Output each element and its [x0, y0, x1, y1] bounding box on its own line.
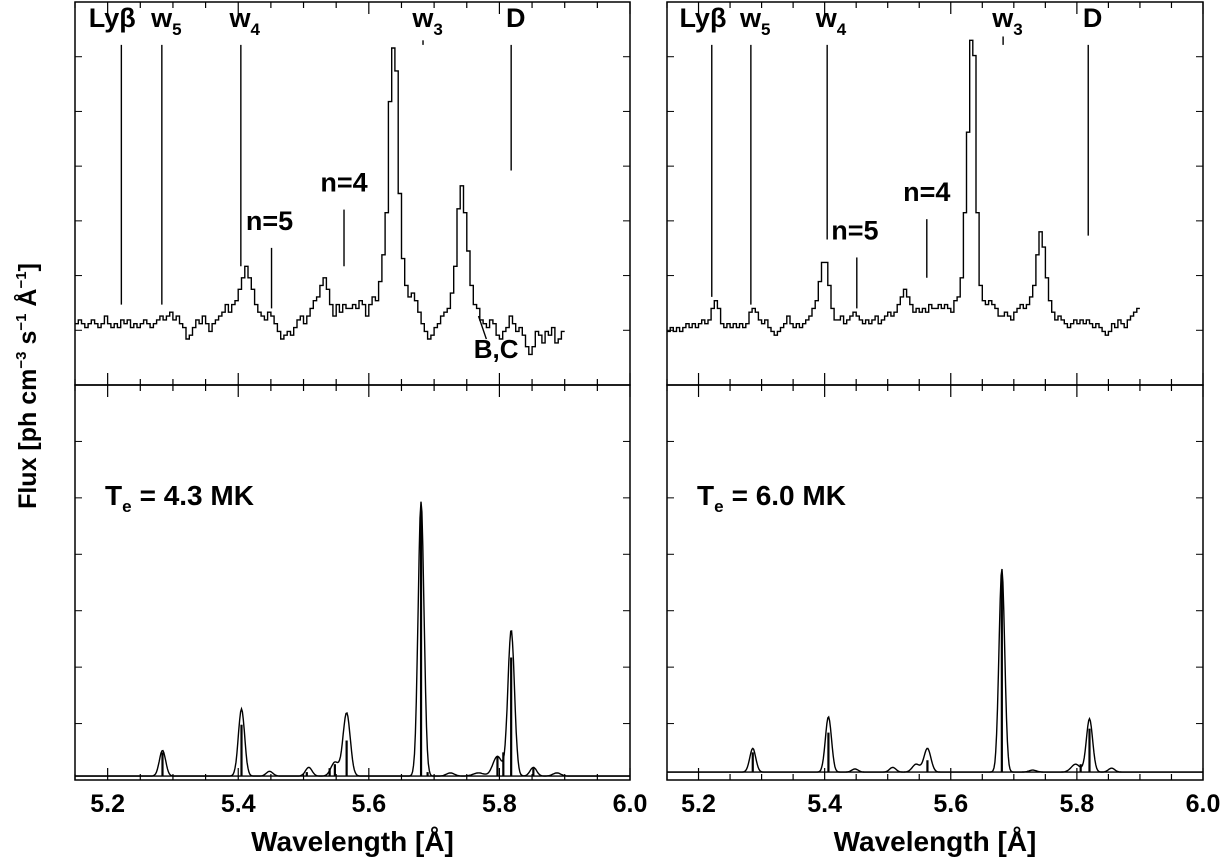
- line-id-text: n=4: [320, 168, 367, 198]
- temperature-value: = 6.0 MK: [732, 480, 846, 511]
- line-id-label: w5: [739, 3, 770, 39]
- line-id-text: n=5: [246, 206, 293, 236]
- model-spectrum-envelope: [667, 568, 1203, 773]
- line-id-text: n=4: [903, 177, 950, 207]
- line-id-label: n=4: [903, 177, 950, 207]
- y-axis-label-part: ]: [14, 263, 42, 271]
- x-tick-label: 5.4: [807, 790, 842, 818]
- line-id-subscript: 5: [172, 20, 181, 39]
- line-id-label: w4: [815, 3, 847, 39]
- y-axis-label-part: −3: [13, 352, 30, 369]
- line-id-text: w: [229, 3, 252, 33]
- temperature-symbol: T: [697, 480, 714, 511]
- model-spectrum-envelope: [75, 501, 630, 777]
- line-id-text: n=5: [831, 215, 878, 245]
- temperature-subscript: e: [122, 497, 131, 516]
- x-tick-label: 5.6: [933, 790, 968, 818]
- temperature-value: = 4.3 MK: [140, 480, 254, 511]
- annotation-pointer: [477, 315, 488, 340]
- x-tick-label: 6.0: [613, 790, 648, 818]
- line-id-label: n=4: [320, 168, 367, 198]
- line-id-label: w3: [991, 3, 1022, 39]
- y-axis-label-part: −1: [13, 314, 30, 331]
- line-id-label: Lyβ: [89, 3, 136, 33]
- line-id-text: w: [991, 3, 1014, 33]
- y-axis-label: Flux [ph cm−3 s−1 Å−1]: [13, 263, 42, 509]
- line-id-text: w: [411, 3, 434, 33]
- annotation-label: B,C: [474, 334, 519, 364]
- temperature-label: Te = 4.3 MK: [105, 480, 254, 516]
- x-tick-label: 5.6: [351, 790, 386, 818]
- y-axis-label-part: Å: [13, 289, 42, 314]
- line-id-text: w: [739, 3, 762, 33]
- temperature-symbol: T: [105, 480, 122, 511]
- temperature-label: Te = 6.0 MK: [697, 480, 846, 516]
- line-id-label: n=5: [246, 206, 293, 236]
- line-id-subscript: 4: [251, 20, 261, 39]
- temperature-subscript: e: [714, 497, 723, 516]
- x-tick-label: 5.8: [482, 790, 517, 818]
- x-axis-label: Wavelength [Å]: [834, 826, 1037, 857]
- x-tick-label: 6.0: [1186, 790, 1221, 818]
- line-id-subscript: 3: [433, 20, 442, 39]
- line-id-label: w4: [229, 3, 261, 39]
- line-id-text: Lyβ: [89, 3, 136, 33]
- bottom-plot-frame: [666, 384, 1204, 781]
- line-id-text: D: [506, 3, 526, 33]
- line-id-label: Lyβ: [679, 3, 726, 33]
- x-tick-label: 5.8: [1059, 790, 1094, 818]
- x-tick-label: 5.4: [221, 790, 256, 818]
- line-id-label: D: [506, 3, 526, 33]
- line-id-label: D: [1083, 3, 1103, 33]
- line-id-subscript: 5: [761, 20, 770, 39]
- observed-spectrum-line: [75, 47, 565, 356]
- line-id-label: n=5: [831, 215, 878, 245]
- y-axis-label-part: Flux [ph cm: [14, 369, 42, 509]
- x-axis-label: Wavelength [Å]: [251, 826, 454, 857]
- left-panel: 5.2 5.4 5.6 5.8 6.0 Wavelength [Å] Te = 4.3 MK L…: [74, 1, 648, 857]
- line-id-subscript: 4: [837, 20, 847, 39]
- x-tick-label: 5.2: [681, 790, 716, 818]
- observed-spectrum-line: [667, 39, 1140, 336]
- bottom-plot-frame: [74, 384, 631, 781]
- y-axis-label-part: s: [14, 331, 42, 352]
- line-id-label: w5: [150, 3, 181, 39]
- line-id-subscript: 3: [1013, 20, 1022, 39]
- x-tick-label: 5.2: [90, 790, 125, 818]
- line-id-text: w: [815, 3, 838, 33]
- right-panel: 5.2 5.4 5.6 5.8 6.0 Wavelength [Å] Te = 6.0 MK L…: [666, 1, 1221, 857]
- line-id-text: w: [150, 3, 173, 33]
- line-id-label: w3: [411, 3, 442, 39]
- line-id-text: Lyβ: [679, 3, 726, 33]
- y-axis-label-part: −1: [13, 271, 30, 288]
- line-id-text: D: [1083, 3, 1103, 33]
